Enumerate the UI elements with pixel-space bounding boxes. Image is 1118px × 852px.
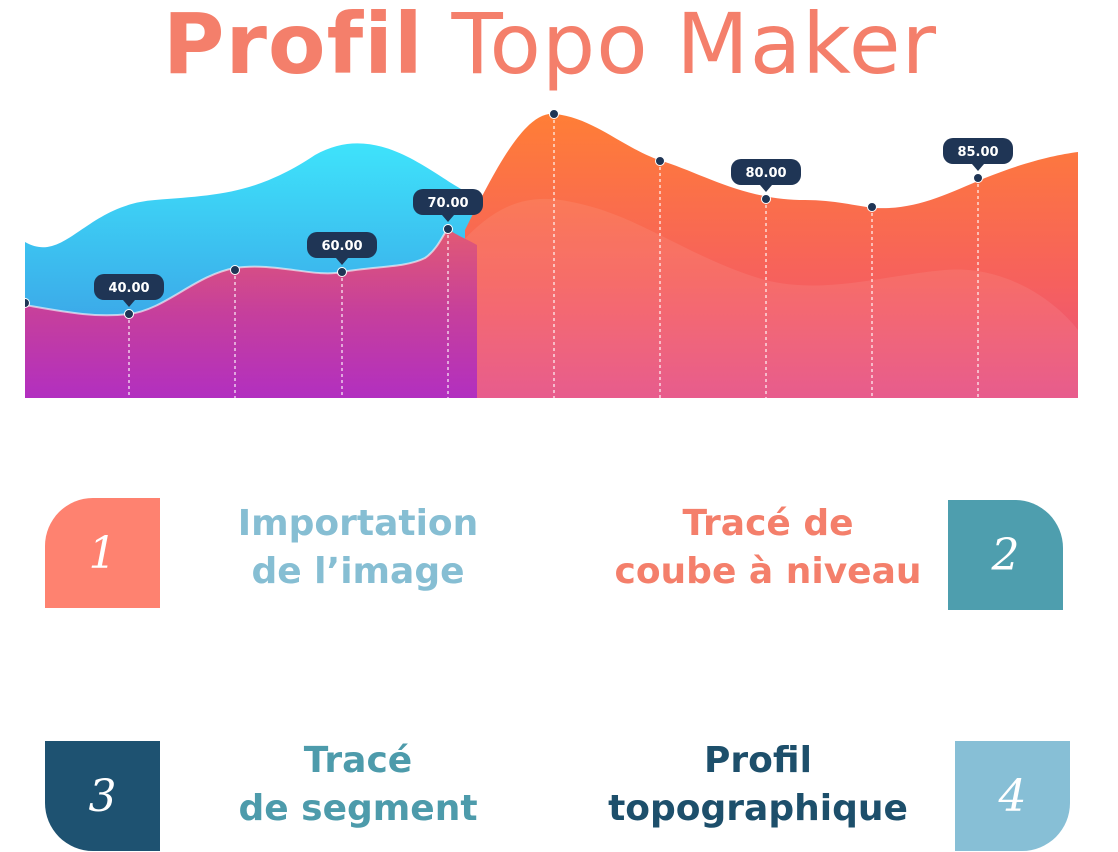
value-bubble: 60.00 — [307, 232, 377, 265]
step-2-badge[interactable]: 2 — [948, 500, 1063, 610]
value-bubble: 85.00 — [943, 138, 1013, 171]
step-2-label[interactable]: Tracé de coube à niveau — [588, 500, 948, 596]
point-marker — [25, 298, 30, 308]
step-2-line1: Tracé de — [682, 503, 854, 544]
step-4-line1: Profil — [704, 740, 812, 781]
step-3-badge[interactable]: 3 — [45, 741, 160, 851]
bubble-label: 60.00 — [321, 239, 362, 254]
orange-area — [465, 113, 1078, 398]
guide-lines — [128, 114, 979, 398]
step-4-line2: topographique — [608, 788, 908, 829]
elevation-chart: 40.00 60.00 70.00 80.00 85.00 — [25, 109, 1078, 398]
bubble-body — [413, 189, 483, 215]
step-1-badge[interactable]: 1 — [45, 498, 160, 608]
title-light: Topo Maker — [451, 0, 938, 93]
bubble-pointer — [442, 215, 454, 222]
bubble-pointer — [972, 164, 984, 171]
bubble-label: 40.00 — [108, 281, 149, 296]
point-marker — [973, 173, 983, 183]
title-bold: Profil — [162, 0, 424, 93]
point-marker — [761, 194, 771, 204]
step-1-label[interactable]: Importation de l’image — [198, 500, 518, 596]
bubble-body — [731, 159, 801, 185]
step-4-label[interactable]: Profil topographique — [578, 737, 938, 833]
bubble-body — [943, 138, 1013, 164]
point-marker — [230, 265, 240, 275]
bubble-label: 85.00 — [957, 145, 998, 160]
shade-area — [455, 198, 1078, 398]
step-4-badge[interactable]: 4 — [955, 741, 1070, 851]
bubble-pointer — [123, 300, 135, 307]
value-bubbles: 40.00 60.00 70.00 80.00 85.00 — [94, 138, 1013, 307]
point-marker — [655, 156, 665, 166]
bubble-pointer — [336, 258, 348, 265]
bubble-body — [307, 232, 377, 258]
bubble-body — [94, 274, 164, 300]
step-3-line2: de segment — [238, 788, 478, 829]
point-marker — [867, 202, 877, 212]
bubble-pointer — [760, 185, 772, 192]
value-bubble: 80.00 — [731, 159, 801, 192]
value-bubble: 40.00 — [94, 274, 164, 307]
step-3-label[interactable]: Tracé de segment — [198, 737, 518, 833]
blue-edge — [25, 227, 449, 317]
point-markers — [25, 109, 983, 319]
point-marker — [124, 309, 134, 319]
step-1-line1: Importation — [237, 503, 479, 544]
point-marker — [443, 224, 453, 234]
step-1-line2: de l’image — [251, 551, 465, 592]
bubble-label: 80.00 — [745, 166, 786, 181]
step-3-line1: Tracé — [303, 740, 413, 781]
bubble-label: 70.00 — [427, 196, 468, 211]
value-bubble: 70.00 — [413, 189, 483, 222]
step-2-line2: coube à niveau — [614, 551, 922, 592]
front-area — [25, 228, 477, 398]
app-title: Profil Topo Maker — [0, 0, 1100, 94]
point-marker — [337, 267, 347, 277]
point-marker — [549, 109, 559, 119]
